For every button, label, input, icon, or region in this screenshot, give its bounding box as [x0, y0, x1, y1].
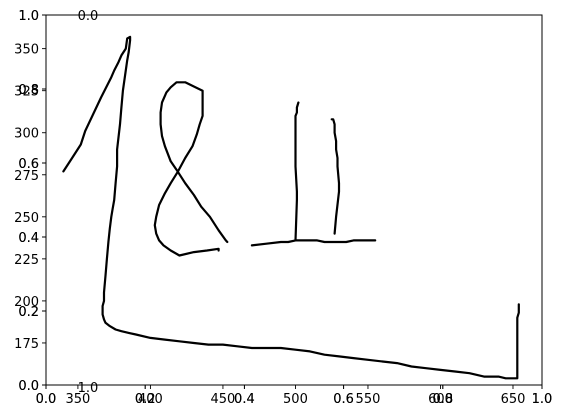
y-tick-label: 1.0: [18, 9, 39, 24]
y-tick-label: 0.6: [18, 157, 39, 172]
x-tick-label: 0.8: [432, 392, 453, 407]
x-tick-label: 0.8: [432, 392, 453, 407]
y-tick-label: 0.8: [18, 83, 39, 98]
y-tick-label: 175: [14, 337, 39, 352]
y-tick-label: 0.4: [18, 231, 39, 246]
y-tick-label: 300: [14, 127, 39, 142]
x-tick-label: 0.2: [135, 392, 156, 407]
y-tick-label: 0.2: [18, 305, 39, 320]
x-tick-label: 350: [65, 392, 90, 407]
y-tick-label: 325: [14, 85, 39, 100]
y-tick-label: 275: [14, 169, 39, 184]
y-tick-label: 1.0: [18, 9, 39, 24]
x-tick-label: 1.0: [532, 392, 553, 407]
y-tick-label: 0.2: [18, 305, 39, 320]
stray-label-top: 0.0: [78, 9, 99, 24]
x-tick-label: 0.2: [135, 392, 156, 407]
series-line: [153, 81, 229, 257]
x-tick-label: 0.6: [333, 392, 354, 407]
y-tick-label: 350: [14, 43, 39, 58]
x-tick-label: 500: [283, 392, 308, 407]
series-line: [250, 239, 377, 247]
series-line: [62, 35, 520, 380]
series-line: [294, 101, 300, 242]
series-line: [330, 118, 341, 235]
x-tick-label: 450: [211, 392, 236, 407]
x-tick-label: 0.4: [234, 392, 255, 407]
x-tick-label: 400: [138, 392, 163, 407]
y-tick-label: 0.0: [18, 379, 39, 394]
y-tick-label: 250: [14, 211, 39, 226]
y-tick-label: 0.8: [18, 83, 39, 98]
axes-layer: 350 400 450 500 550 600 650 175 200 225 250 275 300 3…: [14, 9, 552, 407]
x-tick-label: 0.6: [333, 392, 354, 407]
x-tick-label: 550: [356, 392, 381, 407]
y-tick-label: 200: [14, 295, 39, 310]
x-tick-label: 650: [501, 392, 526, 407]
stray-label-bottom: 1.0: [78, 381, 99, 396]
y-tick-label: 225: [14, 253, 39, 268]
y-tick-label: 0.0: [18, 379, 39, 394]
lines-layer: [62, 35, 520, 380]
x-tick-label: 600: [428, 392, 453, 407]
y-tick-label: 0.4: [18, 231, 39, 246]
y-tick-label: 0.6: [18, 157, 39, 172]
plot-frame: [45, 14, 543, 386]
x-tick-label: 1.0: [532, 392, 553, 407]
x-tick-label: 0.0: [36, 392, 57, 407]
x-tick-label: 0.0: [36, 392, 57, 407]
x-tick-label: 0.4: [234, 392, 255, 407]
